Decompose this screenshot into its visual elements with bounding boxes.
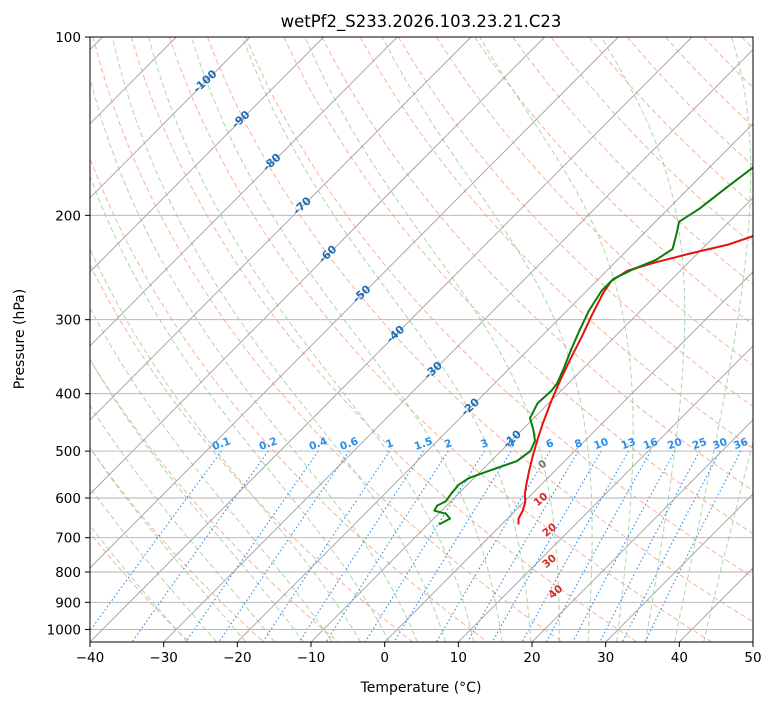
y-tick-label: 900 bbox=[55, 595, 81, 611]
y-tick-label: 100 bbox=[55, 30, 81, 46]
y-tick-label: 200 bbox=[55, 208, 81, 224]
y-tick-label: 300 bbox=[55, 313, 81, 329]
y-tick-label: 400 bbox=[55, 387, 81, 403]
y-tick-label: 500 bbox=[55, 444, 81, 460]
x-tick-label: −40 bbox=[76, 650, 105, 666]
y-tick-label: 800 bbox=[55, 565, 81, 581]
x-tick-label: −10 bbox=[297, 650, 326, 666]
x-tick-label: −30 bbox=[149, 650, 178, 666]
y-tick-label: 600 bbox=[55, 491, 81, 507]
x-tick-label: 30 bbox=[597, 650, 614, 666]
x-axis-label: Temperature (°C) bbox=[360, 680, 482, 696]
x-tick-label: 20 bbox=[523, 650, 540, 666]
chart-title: wetPf2_S233.2026.103.23.21.C23 bbox=[281, 12, 562, 32]
y-tick-label: 1000 bbox=[47, 622, 81, 638]
x-tick-label: 50 bbox=[744, 650, 761, 666]
x-tick-label: −20 bbox=[223, 650, 252, 666]
y-axis-label: Pressure (hPa) bbox=[12, 289, 28, 389]
x-tick-label: 40 bbox=[671, 650, 688, 666]
x-tick-label: 10 bbox=[450, 650, 467, 666]
x-tick-label: 0 bbox=[380, 650, 389, 666]
y-tick-label: 700 bbox=[55, 531, 81, 547]
